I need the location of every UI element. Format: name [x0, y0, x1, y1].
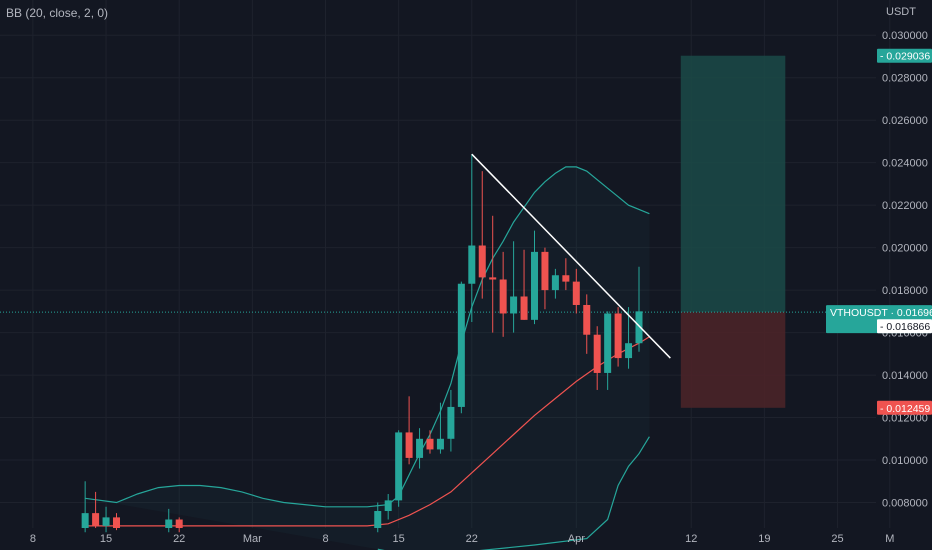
price-tag [877, 319, 932, 334]
price-tick-label: 0.028000 [882, 73, 928, 85]
candle-body [583, 304, 591, 335]
candle-body [478, 245, 486, 278]
position-tool[interactable] [0, 55, 876, 408]
price-tick-label: 0.012000 [882, 413, 928, 425]
candle-body [165, 519, 173, 528]
candle-body [604, 313, 612, 373]
grid [0, 0, 891, 528]
target-zone [680, 55, 786, 313]
price-tick-label: 0.022000 [882, 200, 928, 212]
time-tick-label: 22 [466, 533, 478, 545]
candle-body [499, 279, 507, 314]
price-tag-text: - 0.012459 [880, 403, 930, 415]
time-tick-label: 15 [100, 533, 112, 545]
currency-label[interactable]: USDT [886, 6, 916, 18]
candle-body [625, 343, 633, 359]
time-tick-label: 8 [322, 533, 328, 545]
time-tick-label: M [885, 533, 894, 545]
candle-body [510, 296, 518, 314]
candle-body [468, 245, 476, 284]
candles [81, 154, 643, 533]
candle-body [113, 517, 120, 528]
price-tag [877, 48, 932, 63]
candle-body [447, 406, 455, 439]
bb-upper-line [85, 166, 650, 508]
bb-fill [85, 166, 650, 550]
time-tick-label: 19 [758, 533, 770, 545]
price-tick-label: 0.014000 [882, 370, 928, 382]
candle-body [457, 283, 465, 407]
candle-body [395, 432, 403, 501]
price-tick-label: 0.030000 [882, 30, 928, 42]
candle-body [436, 438, 444, 450]
candle-body [81, 513, 89, 528]
candle-body [551, 275, 559, 291]
candle-body [614, 313, 622, 359]
time-tick-label: Apr [568, 533, 585, 545]
bb-lower-line [377, 436, 650, 550]
time-tick-label: 15 [393, 533, 405, 545]
candle-body [405, 432, 413, 458]
price-tick-label: 0.024000 [882, 158, 928, 170]
price-tick-label: 0.018000 [882, 285, 928, 297]
indicator-legend[interactable]: BB (20, close, 2, 0) [6, 6, 109, 20]
candle-body [489, 277, 497, 280]
candle-body [520, 296, 528, 320]
price-tick-label: 0.020000 [882, 243, 928, 255]
time-axis[interactable]: 8 15 22 Mar 8 15 22 Apr 12 19 25 M [30, 533, 895, 545]
trendline-layer[interactable] [471, 153, 671, 359]
candle-body [102, 517, 110, 526]
candle-body [416, 438, 424, 458]
time-tick-label: 12 [685, 533, 697, 545]
time-tick-label: 22 [173, 533, 185, 545]
price-tag-text: - 0.016866 [880, 321, 930, 333]
price-tick-label: 0.008000 [882, 498, 928, 510]
candle-body [541, 251, 549, 291]
stop-zone [680, 312, 786, 408]
candle-body [562, 275, 570, 282]
trendline [471, 153, 671, 359]
candle-body [426, 438, 434, 450]
candle-body [572, 281, 580, 305]
candle-body [374, 511, 382, 528]
candle-body [175, 519, 183, 528]
candle-body [593, 334, 601, 373]
time-tick-label: 8 [30, 533, 36, 545]
time-tick-label: 25 [831, 533, 843, 545]
price-axis[interactable]: 0.030000 0.028000 0.026000 0.024000 0.022000… [882, 30, 928, 509]
candle-body [531, 251, 538, 320]
candle-body [92, 513, 100, 526]
candle-body [635, 311, 643, 344]
symbol-price-text: VTHOUSDT · 0.016964 [830, 307, 932, 319]
time-tick-label: Mar [243, 533, 262, 545]
candle-body [384, 500, 392, 512]
price-tick-label: 0.010000 [882, 455, 928, 467]
price-tick-label: 0.026000 [882, 115, 928, 127]
bollinger-bands [85, 166, 650, 550]
price-tag [877, 400, 932, 415]
price-tag-text: - 0.029036 [880, 51, 930, 63]
